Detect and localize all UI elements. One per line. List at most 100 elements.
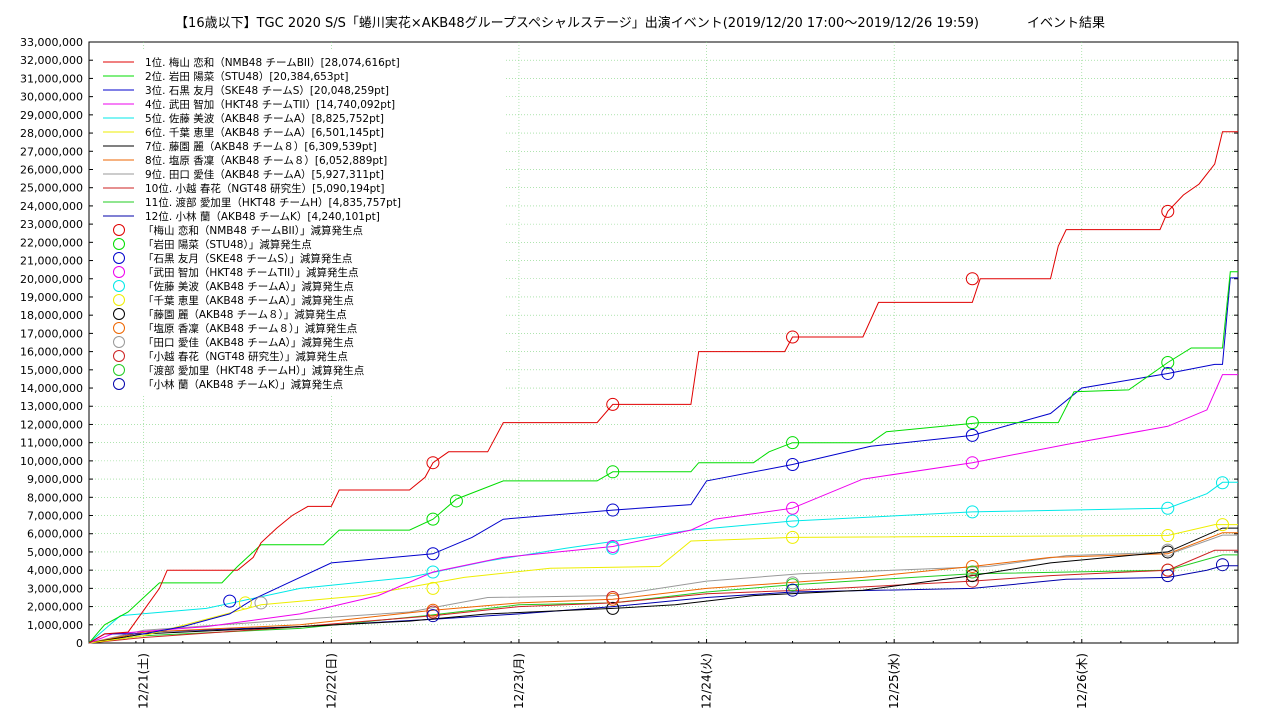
y-tick-label: 16,000,000 — [20, 346, 83, 359]
legend-label: 「佐藤 美波（AKB48 チームA）」減算発生点 — [143, 280, 354, 293]
y-tick-label: 33,000,000 — [20, 36, 83, 49]
x-tick-label: 12/24(火) — [700, 653, 714, 709]
legend-label: 4位. 武田 智加（HKT48 チームTII）[14,740,092pt] — [145, 98, 395, 111]
x-axis: 12/21(土) 12/22(日) 12/23(月) 12/24(火) 12/25(水)… — [88, 639, 1216, 709]
decrement-marker — [786, 530, 800, 544]
y-axis: 0 1,000,000 2,000,000 3,000,000 4,000,000 5,0… — [20, 36, 1238, 650]
decrement-marker — [449, 494, 463, 508]
legend-label: 「武田 智加（HKT48 チームTII）」減算発生点 — [143, 266, 358, 279]
grid-lines — [89, 42, 1238, 643]
decrement-marker — [606, 601, 620, 615]
legend-marker-swatch — [113, 266, 125, 278]
legend-label: 8位. 塩原 香凜（AKB48 チーム８）[6,052,889pt] — [145, 154, 387, 167]
y-tick-label: 31,000,000 — [20, 72, 83, 85]
decrement-marker — [965, 560, 979, 574]
decrement-marker — [426, 512, 440, 526]
y-tick-label: 30,000,000 — [20, 91, 83, 104]
decrement-marker — [786, 330, 800, 344]
decrement-marker — [426, 605, 440, 619]
legend-marker-swatch — [113, 280, 125, 292]
decrement-marker — [786, 436, 800, 450]
decrement-marker — [1161, 543, 1175, 557]
decrement-marker — [426, 547, 440, 561]
legend-label: 9位. 田口 愛佳（AKB48 チームA）[5,927,311pt] — [145, 168, 384, 181]
series-line — [88, 527, 1238, 644]
y-tick-label: 29,000,000 — [20, 109, 83, 122]
legend-label: 6位. 千葉 恵里（AKB48 チームA）[6,501,145pt] — [145, 126, 384, 139]
series-line — [88, 532, 1238, 644]
decrement-marker — [254, 596, 268, 610]
legend-marker-swatch — [113, 336, 125, 348]
y-tick-label: 17,000,000 — [20, 327, 83, 340]
series-line — [88, 481, 1238, 644]
legend-marker-swatch — [113, 350, 125, 362]
decrement-marker — [606, 503, 620, 517]
y-tick-label: 18,000,000 — [20, 309, 83, 322]
y-tick-label: 7,000,000 — [27, 510, 83, 523]
chart-title: 【16歳以下】TGC 2020 S/S「蜷川実花×AKB48グループスペシャルス… — [0, 12, 1280, 31]
decrement-marker — [965, 565, 979, 579]
series-line — [88, 277, 1238, 644]
legend-label: 3位. 石黒 友月（SKE48 チームS）[20,048,259pt] — [145, 84, 389, 97]
legend-label: 「小林 蘭（AKB48 チームK）」減算発生点 — [143, 378, 343, 391]
series-line — [88, 271, 1238, 644]
y-tick-label: 0 — [76, 637, 83, 650]
legend-marker-swatch — [113, 322, 125, 334]
y-tick-label: 1,000,000 — [27, 619, 83, 632]
y-tick-label: 22,000,000 — [20, 236, 83, 249]
y-tick-label: 26,000,000 — [20, 163, 83, 176]
legend-marker-swatch — [113, 252, 125, 264]
y-tick-label: 11,000,000 — [20, 437, 83, 450]
decrement-marker — [606, 465, 620, 479]
legend: 1位. 梅山 恋和（NMB48 チームBII）[28,074,616pt]2位.… — [94, 50, 504, 395]
y-tick-label: 9,000,000 — [27, 473, 83, 486]
legend-label: 「塩原 香凜（AKB48 チーム８）」減算発生点 — [143, 322, 357, 335]
y-tick-label: 6,000,000 — [27, 528, 83, 541]
decrement-marker — [426, 565, 440, 579]
x-tick-label: 12/23(月) — [512, 653, 526, 709]
legend-marker-swatch — [113, 364, 125, 376]
y-tick-label: 25,000,000 — [20, 182, 83, 195]
decrement-marker — [1161, 501, 1175, 515]
y-tick-label: 32,000,000 — [20, 54, 83, 67]
y-tick-label: 28,000,000 — [20, 127, 83, 140]
legend-label: 2位. 岩田 陽菜（STU48）[20,384,653pt] — [145, 70, 348, 83]
x-tick-label: 12/25(水) — [887, 653, 901, 709]
series-line — [88, 554, 1238, 644]
y-tick-label: 8,000,000 — [27, 491, 83, 504]
y-tick-label: 3,000,000 — [27, 582, 83, 595]
chart-main-title: 【16歳以下】TGC 2020 S/S「蜷川実花×AKB48グループスペシャルス… — [175, 16, 979, 31]
decrement-marker — [606, 397, 620, 411]
legend-label: 7位. 藤園 麗（AKB48 チーム８）[6,309,539pt] — [145, 140, 377, 153]
decrement-marker — [965, 416, 979, 430]
legend-label: 「石黒 友月（SKE48 チームS）」減算発生点 — [143, 252, 352, 265]
series-lines — [88, 131, 1238, 644]
y-tick-label: 12,000,000 — [20, 418, 83, 431]
y-tick-label: 23,000,000 — [20, 218, 83, 231]
y-tick-label: 10,000,000 — [20, 455, 83, 468]
legend-label: 「梅山 恋和（NMB48 チームBII）」減算発生点 — [143, 224, 363, 237]
y-tick-label: 15,000,000 — [20, 364, 83, 377]
legend-label: 5位. 佐藤 美波（AKB48 チームA）[8,825,752pt] — [145, 112, 384, 125]
marker-points — [223, 204, 1229, 623]
legend-background — [94, 50, 504, 395]
decrement-marker — [223, 594, 237, 608]
decrement-marker — [786, 583, 800, 597]
series-line — [88, 374, 1238, 644]
legend-label: 11位. 渡部 愛加里（HKT48 チームH）[4,835,757pt] — [145, 196, 401, 209]
y-tick-label: 2,000,000 — [27, 601, 83, 614]
decrement-marker — [786, 514, 800, 528]
y-tick-label: 14,000,000 — [20, 382, 83, 395]
decrement-marker — [1161, 529, 1175, 543]
decrement-marker — [606, 541, 620, 555]
decrement-marker — [1161, 356, 1175, 370]
decrement-marker — [965, 456, 979, 470]
legend-label: 「藤園 麗（AKB48 チーム８）」減算発生点 — [143, 308, 347, 321]
legend-label: 「岩田 陽菜（STU48）」減算発生点 — [143, 238, 312, 251]
decrement-marker — [1215, 518, 1229, 532]
legend-label: 12位. 小林 蘭（AKB48 チームK）[4,240,101pt] — [145, 210, 380, 223]
y-tick-label: 13,000,000 — [20, 400, 83, 413]
legend-marker-swatch — [113, 294, 125, 306]
y-tick-label: 5,000,000 — [27, 546, 83, 559]
